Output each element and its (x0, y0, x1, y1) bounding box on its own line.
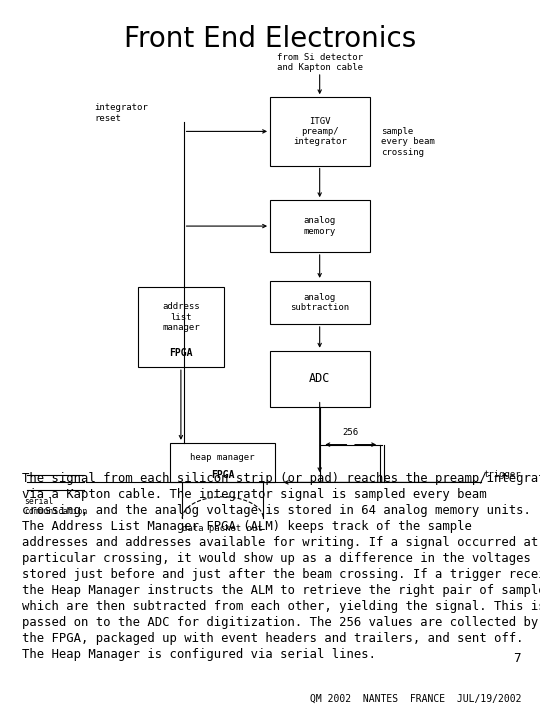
Text: ADC: ADC (309, 372, 330, 385)
Bar (270, 97, 370, 166)
Text: 7: 7 (514, 652, 521, 665)
Text: address
list
manager: address list manager (162, 302, 200, 332)
Text: analog
memory: analog memory (304, 217, 336, 235)
Text: 256: 256 (343, 428, 359, 437)
Text: data packet out: data packet out (183, 524, 263, 533)
Bar (138, 287, 224, 367)
Text: analog
subtraction: analog subtraction (291, 293, 349, 312)
Text: integrator
reset: integrator reset (94, 104, 149, 122)
Bar (270, 200, 370, 252)
Bar (170, 443, 275, 482)
Bar (270, 281, 370, 324)
Text: serial
communication: serial communication (24, 497, 87, 516)
Text: Front End Electronics: Front End Electronics (124, 25, 416, 53)
Bar (270, 351, 370, 407)
Text: heap manager: heap manager (191, 454, 255, 462)
Text: FPGA: FPGA (211, 470, 234, 480)
Text: The signal from each silicon strip (or pad) reaches the preamp/integrator
via a : The signal from each silicon strip (or p… (22, 472, 540, 661)
Text: sample
every beam
crossing: sample every beam crossing (381, 127, 435, 156)
Text: FPGA: FPGA (169, 348, 193, 358)
Text: ITGV
preamp/
integrator: ITGV preamp/ integrator (293, 117, 347, 146)
Text: trigger: trigger (483, 469, 521, 479)
Text: from Si detector
and Kapton cable: from Si detector and Kapton cable (276, 53, 363, 72)
Text: QM 2002  NANTES  FRANCE  JUL/19/2002: QM 2002 NANTES FRANCE JUL/19/2002 (309, 694, 521, 704)
